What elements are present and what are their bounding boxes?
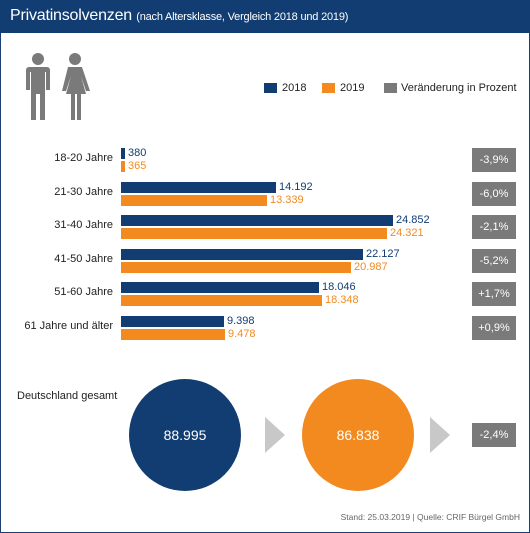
bar-2018	[121, 148, 125, 159]
value-label-2019: 13.339	[270, 194, 304, 206]
value-label-2019: 18.348	[325, 294, 359, 306]
legend-swatch-change	[384, 83, 397, 93]
bar-2018	[121, 215, 393, 226]
total-2019-value: 86.838	[336, 427, 380, 443]
value-label-2018: 22.127	[366, 248, 400, 260]
source-note: Stand: 25.03.2019 | Quelle: CRIF Bürgel …	[340, 512, 520, 522]
total-2018-circle: 88.995	[129, 379, 241, 491]
female-person-icon	[62, 53, 90, 120]
legend-label-2019: 2019	[340, 82, 365, 94]
chart-subtitle: (nach Altersklasse, Vergleich 2018 und 2…	[136, 11, 349, 23]
title-text: Privatinsolvenzen	[10, 7, 132, 24]
chart-title: Privatinsolvenzen (nach Altersklasse, Ve…	[10, 7, 348, 25]
total-change-value: -2,4%	[479, 429, 509, 441]
legend-label-2018: 2018	[282, 82, 307, 94]
total-2019-circle: 86.838	[302, 379, 414, 491]
change-value: -3,9%	[479, 154, 509, 166]
bar-2019	[121, 295, 322, 306]
category-label: 41-50 Jahre	[54, 253, 113, 265]
value-label-2018: 14.192	[279, 181, 313, 193]
change-badge: -2,1%	[472, 215, 516, 239]
arrow-right-icon	[265, 417, 285, 453]
value-label-2019: 9.478	[228, 328, 256, 340]
total-label: Deutschland gesamt	[17, 390, 118, 402]
change-value: +1,7%	[478, 288, 510, 300]
bar-2019	[121, 262, 351, 273]
value-label-2019: 24.321	[390, 227, 424, 239]
legend-swatch-2018	[264, 83, 277, 93]
bar-2019	[121, 228, 387, 239]
change-badge: +1,7%	[472, 282, 516, 306]
category-label: 61 Jahre und älter	[24, 320, 113, 332]
bar-2018	[121, 316, 224, 327]
legend-label-change: Veränderung in Prozent	[401, 82, 517, 94]
change-value: +0,9%	[478, 322, 510, 334]
total-change-badge: -2,4%	[472, 423, 516, 447]
category-label: 31-40 Jahre	[54, 219, 113, 231]
change-value: -6,0%	[479, 188, 509, 200]
bar-2019	[121, 161, 125, 172]
category-label: 51-60 Jahre	[54, 286, 113, 298]
change-value: -2,1%	[479, 221, 509, 233]
bar-2018	[121, 182, 276, 193]
change-badge: +0,9%	[472, 316, 516, 340]
total-2018-value: 88.995	[163, 427, 207, 443]
value-label-2018: 9.398	[227, 315, 255, 327]
bar-2018	[121, 249, 363, 260]
bar-2019	[121, 195, 267, 206]
value-label-2019: 20.987	[354, 261, 388, 273]
change-badge: -3,9%	[472, 148, 516, 172]
people-icons	[18, 52, 98, 129]
change-badge: -6,0%	[472, 182, 516, 206]
bar-2019	[121, 329, 225, 340]
value-label-2018: 24.852	[396, 214, 430, 226]
header-bar: Privatinsolvenzen (nach Altersklasse, Ve…	[0, 0, 530, 33]
value-label-2018: 380	[128, 147, 147, 159]
change-value: -5,2%	[479, 255, 509, 267]
value-label-2018: 18.046	[322, 281, 356, 293]
change-badge: -5,2%	[472, 249, 516, 273]
legend-swatch-2019	[322, 83, 335, 93]
arrow-right-icon	[430, 417, 450, 453]
value-label-2019: 365	[128, 160, 147, 172]
bar-2018	[121, 282, 319, 293]
category-label: 21-30 Jahre	[54, 186, 113, 198]
male-person-icon	[26, 53, 50, 120]
category-label: 18-20 Jahre	[54, 152, 113, 164]
